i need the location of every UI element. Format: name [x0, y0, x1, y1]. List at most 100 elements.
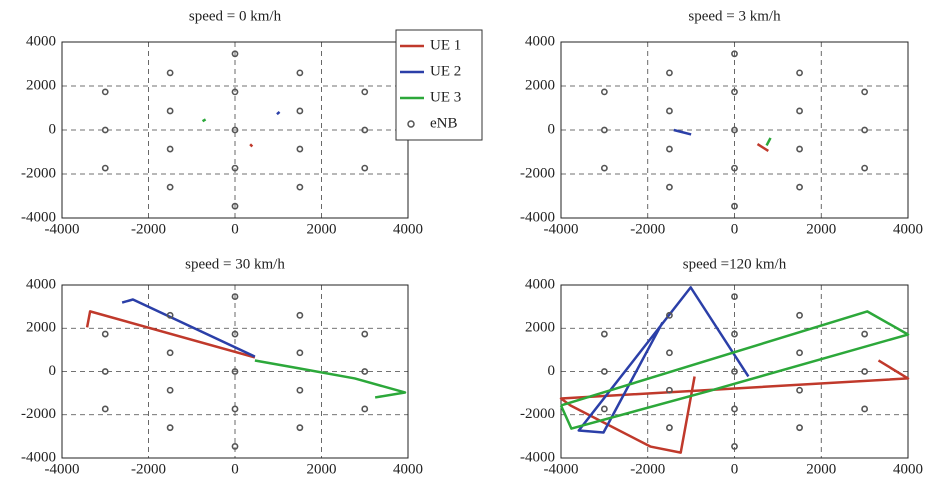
y-tick-label: -4000 — [21, 209, 56, 225]
enb-marker — [862, 406, 867, 411]
enb-marker — [168, 350, 173, 355]
enb-marker — [168, 313, 173, 318]
enb-marker — [797, 388, 802, 393]
ue-trajectory — [674, 130, 691, 134]
y-tick-label: 2000 — [26, 77, 56, 93]
ue-trajectory — [203, 119, 206, 121]
enb-marker — [297, 185, 302, 190]
x-tick-label: 4000 — [893, 221, 923, 237]
enb-marker — [667, 388, 672, 393]
panel-title: speed = 3 km/h — [688, 8, 781, 24]
x-tick-label: 2000 — [806, 221, 836, 237]
x-tick-label: 0 — [731, 461, 739, 477]
enb-marker — [797, 425, 802, 430]
y-tick-label: 4000 — [525, 33, 555, 49]
enb-marker — [362, 406, 367, 411]
page: speed = 0 km/h-4000-2000020004000-4000-2… — [0, 0, 932, 485]
enb-marker — [168, 185, 173, 190]
enb-marker — [362, 89, 367, 94]
y-tick-label: -2000 — [520, 406, 555, 422]
enb-marker — [297, 388, 302, 393]
y-tick-label: -2000 — [21, 406, 56, 422]
y-tick-label: 2000 — [26, 320, 56, 336]
x-tick-label: 2000 — [307, 461, 337, 477]
enb-marker — [862, 127, 867, 132]
enb-marker — [862, 331, 867, 336]
enb-marker — [862, 89, 867, 94]
enb-marker — [168, 425, 173, 430]
x-tick-label: 2000 — [806, 461, 836, 477]
x-tick-label: 2000 — [307, 221, 337, 237]
enb-marker — [103, 369, 108, 374]
y-tick-label: -4000 — [520, 449, 555, 465]
y-tick-label: -2000 — [520, 165, 555, 181]
enb-marker — [103, 89, 108, 94]
enb-marker — [232, 444, 237, 449]
panel-title: speed =120 km/h — [683, 256, 787, 272]
y-tick-label: 4000 — [26, 276, 56, 292]
enb-marker — [797, 313, 802, 318]
enb-marker — [732, 406, 737, 411]
enb-marker — [667, 146, 672, 151]
y-tick-label: 2000 — [525, 320, 555, 336]
ue-trajectory — [277, 112, 280, 114]
enb-marker — [103, 166, 108, 171]
enb-marker — [862, 369, 867, 374]
x-tick-label: 4000 — [893, 461, 923, 477]
enb-marker — [297, 313, 302, 318]
enb-marker — [362, 331, 367, 336]
enb-marker — [602, 369, 607, 374]
enb-marker — [297, 425, 302, 430]
enb-marker — [797, 70, 802, 75]
y-tick-label: 4000 — [525, 276, 555, 292]
ue-trajectory — [255, 360, 405, 397]
enb-marker — [362, 166, 367, 171]
x-tick-label: -2000 — [131, 221, 166, 237]
y-tick-label: 4000 — [26, 33, 56, 49]
legend-label: UE 3 — [430, 89, 461, 105]
x-tick-label: 0 — [231, 221, 239, 237]
enb-marker — [862, 166, 867, 171]
y-tick-label: 0 — [548, 121, 556, 137]
ue-trajectory — [767, 138, 771, 145]
enb-marker — [168, 146, 173, 151]
x-tick-label: 0 — [231, 461, 239, 477]
x-tick-label: 4000 — [393, 221, 423, 237]
y-tick-label: -2000 — [21, 165, 56, 181]
enb-marker — [297, 70, 302, 75]
enb-marker — [168, 108, 173, 113]
x-tick-label: 4000 — [393, 461, 423, 477]
enb-marker — [103, 331, 108, 336]
enb-marker — [667, 350, 672, 355]
enb-marker — [232, 406, 237, 411]
x-tick-label: 0 — [731, 221, 739, 237]
enb-marker — [103, 127, 108, 132]
legend-label: eNB — [430, 115, 458, 131]
ue-trajectory — [250, 144, 252, 146]
enb-marker — [797, 350, 802, 355]
enb-marker — [797, 146, 802, 151]
enb-marker — [362, 369, 367, 374]
enb-marker — [797, 185, 802, 190]
enb-marker — [797, 108, 802, 113]
enb-marker — [168, 388, 173, 393]
enb-marker — [103, 406, 108, 411]
enb-marker — [602, 331, 607, 336]
figure: speed = 0 km/h-4000-2000020004000-4000-2… — [0, 0, 932, 485]
enb-marker — [362, 127, 367, 132]
legend-label: UE 2 — [430, 63, 461, 79]
ue-trajectory — [579, 287, 749, 432]
enb-marker — [602, 89, 607, 94]
x-tick-label: -2000 — [131, 461, 166, 477]
enb-marker — [732, 444, 737, 449]
y-tick-label: 0 — [49, 363, 57, 379]
enb-marker — [667, 108, 672, 113]
enb-marker — [602, 127, 607, 132]
legend-label: UE 1 — [430, 37, 461, 53]
y-tick-label: 0 — [49, 121, 57, 137]
y-tick-label: 0 — [548, 363, 556, 379]
enb-marker — [297, 350, 302, 355]
enb-marker — [667, 185, 672, 190]
enb-marker — [602, 406, 607, 411]
enb-marker — [667, 70, 672, 75]
